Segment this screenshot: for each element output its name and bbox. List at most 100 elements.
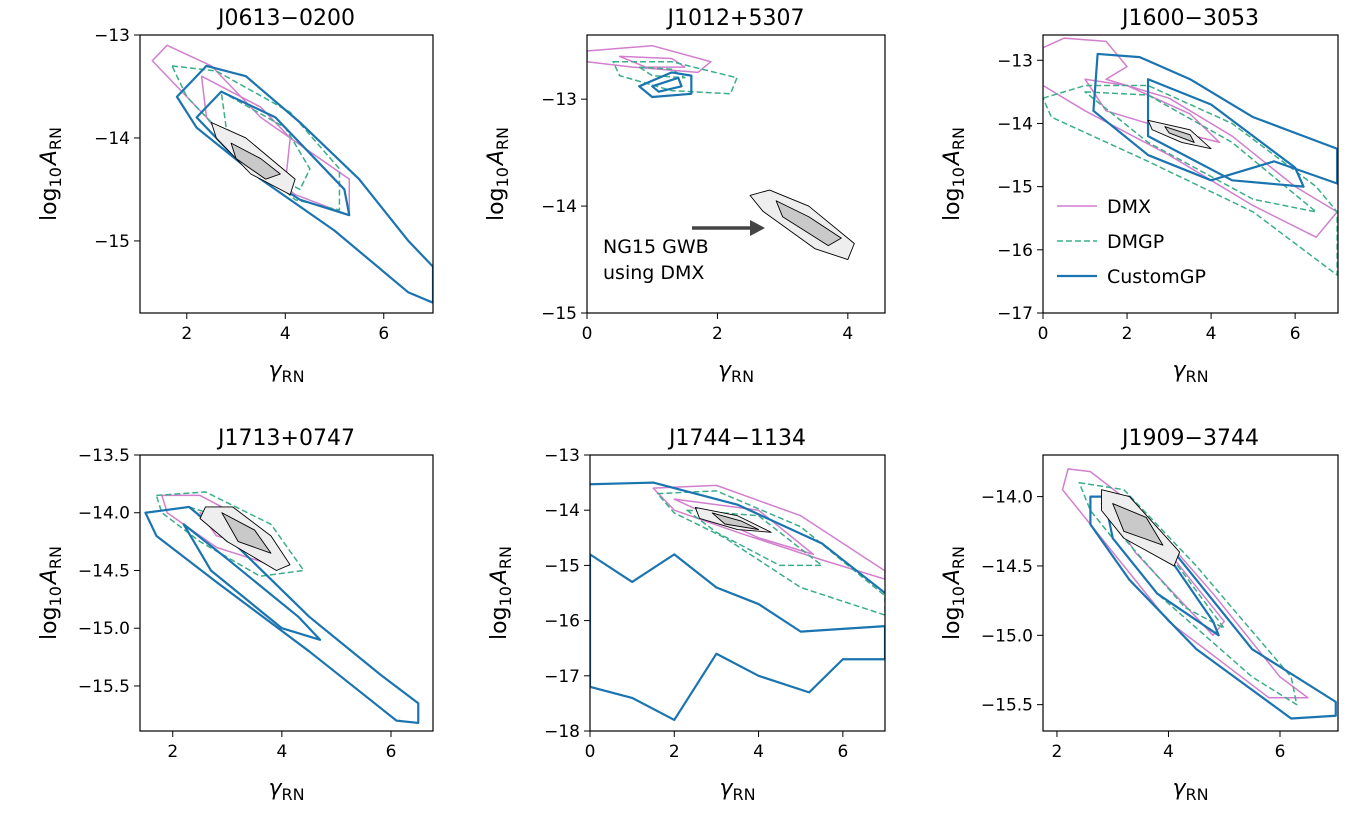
y-tick-label: −15 (544, 556, 580, 576)
y-tick-label: −14.5 (981, 557, 1033, 577)
contour (638, 66, 686, 79)
y-tick-label: −13 (94, 26, 130, 46)
x-tick-label: 4 (842, 324, 853, 344)
x-tick-label: 4 (280, 324, 291, 344)
y-tick-label: −15.5 (981, 696, 1033, 716)
y-tick-label: −15.0 (981, 626, 1033, 646)
axes-frame (586, 34, 886, 314)
x-axis-label: γRN (1172, 776, 1208, 804)
legend-label: DMGP (1107, 231, 1164, 253)
y-tick-label: −14 (997, 114, 1033, 134)
plot-area (151, 44, 433, 304)
y-axis-label: log10ARN (940, 546, 968, 640)
contour (1146, 78, 1305, 188)
contour (686, 509, 823, 567)
y-tick-label: −15 (997, 178, 1033, 198)
y-axis-label: log10ARN (37, 127, 65, 221)
contour (151, 44, 351, 216)
annotation: using DMX (603, 262, 704, 284)
x-tick-label: 6 (1275, 742, 1286, 762)
contour (590, 553, 885, 722)
y-tick-label: −17 (544, 667, 580, 687)
panel-title: J0613−0200 (216, 6, 355, 31)
contour (171, 65, 341, 211)
y-tick-label: −15.0 (78, 619, 130, 639)
contour (1112, 503, 1164, 546)
contour (638, 71, 693, 99)
y-tick-label: −13 (544, 446, 580, 466)
contour (587, 44, 712, 74)
y-tick-label: −13 (541, 90, 577, 110)
contour (175, 64, 433, 304)
contour (1061, 468, 1309, 699)
x-tick-label: 4 (1206, 324, 1217, 344)
contour (230, 142, 281, 180)
x-axis-label: γRN (719, 776, 755, 804)
x-tick-label: 4 (753, 742, 764, 762)
x-axis-label: γRN (1172, 358, 1208, 386)
y-tick-label: −15.5 (78, 677, 130, 697)
contour (1078, 481, 1298, 706)
y-tick-label: −14 (94, 129, 130, 149)
contour (1092, 52, 1338, 185)
contour (155, 491, 305, 578)
x-tick-label: 2 (669, 742, 680, 762)
x-tick-label: 2 (181, 324, 192, 344)
plot-area (144, 491, 420, 725)
contour (775, 200, 842, 247)
y-axis-label: log10ARN (940, 127, 968, 221)
contour (656, 490, 885, 616)
legend-label: DMX (1107, 196, 1151, 218)
plot-area (1043, 37, 1338, 276)
contour (652, 484, 885, 580)
contour (618, 55, 686, 68)
x-tick-label: 2 (167, 742, 178, 762)
x-tick-label: 4 (276, 742, 287, 762)
x-tick-label: 0 (1038, 324, 1049, 344)
contour (1084, 78, 1221, 144)
panel-title: J1744−1134 (667, 426, 806, 451)
contour (651, 76, 683, 93)
x-tick-label: 6 (1290, 324, 1301, 344)
panel-title: J1600−3053 (1120, 6, 1259, 31)
y-axis-label: log10ARN (37, 546, 65, 640)
contour (1164, 126, 1195, 143)
y-tick-label: −14.0 (78, 504, 130, 524)
x-tick-label: 2 (712, 324, 723, 344)
x-tick-label: 6 (837, 742, 848, 762)
x-tick-label: 0 (585, 742, 596, 762)
x-tick-label: 6 (378, 324, 389, 344)
panel-title: J1012+5307 (666, 6, 805, 31)
x-tick-label: 6 (386, 742, 397, 762)
contour (612, 60, 738, 95)
contour (182, 523, 322, 641)
y-axis-label: log10ARN (487, 546, 515, 640)
axes-frame (1042, 454, 1339, 732)
x-axis-label: γRN (268, 358, 304, 386)
x-tick-label: 2 (1122, 324, 1133, 344)
y-axis-label: log10ARN (484, 127, 512, 221)
y-tick-label: −15 (94, 232, 130, 252)
y-tick-label: −14 (544, 501, 580, 521)
axes-frame (589, 454, 886, 732)
y-tick-label: −14.0 (981, 488, 1033, 508)
axes-frame (1042, 34, 1339, 314)
plot-area (1061, 468, 1337, 720)
y-tick-label: −15 (541, 304, 577, 324)
x-tick-label: 0 (582, 324, 593, 344)
axes-frame (139, 34, 434, 314)
x-axis-label: γRN (268, 776, 304, 804)
legend-label: CustomGP (1107, 266, 1206, 288)
contour (1043, 84, 1338, 276)
y-tick-label: −13.5 (78, 446, 130, 466)
y-tick-label: −14.5 (78, 561, 130, 581)
contour (221, 512, 272, 554)
y-tick-label: −16 (544, 612, 580, 632)
plot-area (587, 44, 855, 260)
x-axis-label: γRN (718, 358, 754, 386)
annotation: NG15 GWB (603, 236, 709, 258)
contour (590, 481, 885, 595)
annotation-arrowhead (750, 220, 765, 236)
y-tick-label: −14 (541, 197, 577, 217)
